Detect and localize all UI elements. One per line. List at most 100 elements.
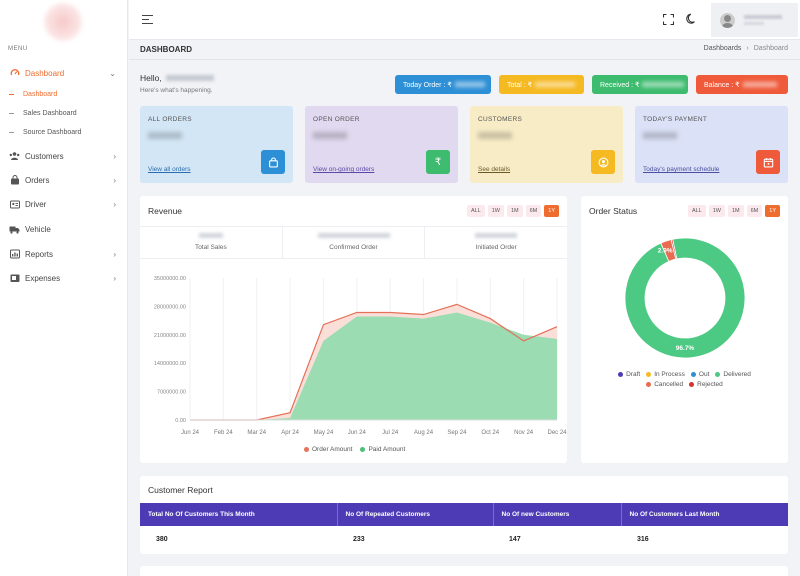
user-profile[interactable] [711, 3, 798, 37]
order-status-donut: 96.7% 2.9% [624, 237, 746, 359]
filter-6m[interactable]: 6M [746, 205, 763, 217]
total-sales-label: Total Sales [194, 244, 227, 251]
filter-1w[interactable]: 1W [708, 205, 725, 217]
x-tick-label: Oct 24 [481, 430, 499, 436]
summary-value-redacted [475, 233, 518, 238]
calendar-icon [756, 150, 780, 174]
order-status-legend: Draft In Process Out Delivered Cancelled… [581, 371, 788, 388]
user-role-redacted [744, 22, 764, 25]
x-tick-label: Nov 24 [514, 430, 534, 436]
bag-icon [261, 150, 285, 174]
legend-delivered: Delivered [715, 371, 751, 378]
x-tick-label: Apr 24 [281, 430, 299, 436]
balance-pill: Balance : ₹ [696, 75, 788, 94]
table-cell: 316 [621, 526, 788, 552]
chevron-down-icon: ⌄ [109, 68, 116, 78]
table-cell: 233 [337, 526, 493, 552]
stat-value-redacted [478, 132, 512, 139]
received-pill: Received : ₹ [592, 75, 688, 94]
user-name-redacted [744, 15, 782, 19]
table-header-row: Total No Of Customers This Month No Of R… [140, 503, 788, 526]
customer-report-table: Total No Of Customers This Month No Of R… [140, 503, 788, 552]
chevron-right-icon: › [113, 175, 116, 185]
filter-1y[interactable]: 1Y [544, 205, 559, 217]
legend-draft: Draft [618, 371, 640, 378]
rupee-icon: ₹ [426, 150, 450, 174]
page-title: DASHBOARD [140, 45, 192, 54]
revenue-chart: 35000000.00 28000000.00 21000000.00 1400000… [154, 276, 567, 436]
see-details-link[interactable]: See details [478, 166, 511, 173]
breadcrumb: Dashboards › Dashboard [704, 45, 788, 52]
x-tick-label: Sep 24 [447, 430, 467, 436]
view-ongoing-orders-link[interactable]: View on-going orders [313, 166, 375, 173]
sidebar-item-reports[interactable]: Reports › [0, 244, 128, 264]
legend-paid-amount: Paid Amount [368, 446, 406, 453]
stat-value-redacted [313, 132, 347, 139]
chevron-right-icon: › [113, 151, 116, 161]
sidebar-item-expenses[interactable]: Expenses › [0, 268, 128, 288]
fullscreen-icon[interactable] [663, 14, 674, 25]
x-tick-label: Mar 24 [247, 430, 266, 436]
greeting-subtitle: Here's what's happening. [140, 87, 213, 94]
breadcrumb-item[interactable]: Dashboards [703, 45, 742, 52]
filter-all[interactable]: ALL [466, 205, 485, 217]
stat-card-all-orders: ALL ORDERS View all orders [140, 106, 293, 183]
series-paid-area [190, 312, 557, 420]
sidebar-item-dashboard[interactable]: Dashboard ⌄ [0, 63, 128, 83]
sidebar-item-orders[interactable]: Orders › [0, 170, 128, 190]
table-row: 380 233 147 316 [140, 526, 788, 552]
table-header: No Of Repeated Customers [337, 503, 494, 526]
filter-6m[interactable]: 6M [525, 205, 542, 217]
x-tick-label: Jun 24 [181, 430, 200, 436]
sidebar-item-label: Dashboard [25, 68, 65, 78]
revenue-card: Revenue ALL 1W 1M 6M 1Y Total Sales Conf… [140, 196, 567, 463]
table-header: No Of Customers Last Month [621, 503, 788, 526]
next-card [140, 566, 788, 576]
x-tick-label: Aug 24 [414, 430, 434, 436]
sidebar-subitem-dashboard[interactable]: Dashboard [9, 91, 57, 98]
sidebar-subitem-sales-dashboard[interactable]: Sales Dashboard [9, 110, 77, 117]
filter-1m[interactable]: 1M [727, 205, 744, 217]
chevron-right-icon: › [113, 249, 116, 259]
sidebar-item-vehicle[interactable]: Vehicle [0, 219, 128, 239]
filter-1m[interactable]: 1M [506, 205, 523, 217]
filter-1y[interactable]: 1Y [765, 205, 780, 217]
sidebar-item-driver[interactable]: Driver › [0, 194, 128, 214]
filter-all[interactable]: ALL [687, 205, 706, 217]
donut-label-cancelled: 2.9% [658, 248, 673, 255]
table-cell: 380 [140, 526, 337, 552]
order-status-filters: ALL 1W 1M 6M 1Y [687, 205, 780, 217]
todays-payment-schedule-link[interactable]: Today's payment schedule [643, 166, 720, 173]
stat-value-redacted [148, 132, 182, 139]
legend-cancelled: Cancelled [646, 381, 683, 388]
stat-value-redacted [643, 132, 677, 139]
truck-icon [9, 224, 20, 235]
user-circle-icon [591, 150, 615, 174]
summary-value-redacted [317, 233, 390, 238]
total-pill: Total : ₹ [499, 75, 584, 94]
customer-report-title: Customer Report [148, 485, 213, 495]
sidebar-item-customers[interactable]: Customers › [0, 146, 128, 166]
legend-dot [360, 447, 366, 452]
table-header: Total No Of Customers This Month [140, 503, 338, 526]
filter-1w[interactable]: 1W [487, 205, 504, 217]
sidebar-subitem-source-dashboard[interactable]: Source Dashboard [9, 129, 81, 136]
view-all-orders-link[interactable]: View all orders [148, 166, 191, 173]
moon-icon[interactable] [686, 13, 698, 25]
logo[interactable] [44, 3, 82, 41]
order-status-card: Order Status ALL 1W 1M 6M 1Y 96.7% 2.9% D… [581, 196, 788, 463]
breadcrumb-current: Dashboard [753, 45, 788, 52]
confirmed-order-label: Confirmed Order [329, 244, 378, 251]
stat-card-todays-payment: TODAY'S PAYMENT Today's payment schedule [635, 106, 788, 183]
donut-slice-rejected [670, 238, 678, 260]
bag-icon [9, 175, 20, 186]
y-tick-label: 7000000.00 [157, 390, 186, 396]
legend-order-amount: Order Amount [312, 446, 353, 453]
x-tick-label: Feb 24 [214, 430, 233, 436]
reports-icon [9, 249, 20, 260]
y-tick-label: 0.00 [175, 418, 186, 424]
menu-toggle-icon[interactable] [142, 15, 153, 26]
avatar [720, 12, 735, 28]
greeting: Hello, [140, 73, 214, 83]
revenue-filters: ALL 1W 1M 6M 1Y [466, 205, 559, 217]
